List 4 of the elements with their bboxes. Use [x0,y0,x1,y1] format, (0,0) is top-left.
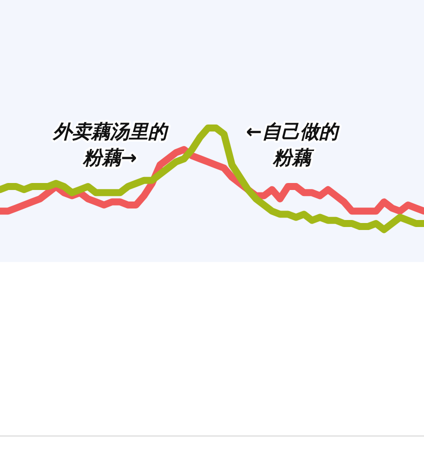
annotation: 粉藕 [272,147,315,169]
annotation: ←自己做的 [246,121,340,143]
annotation: 粉藕→ [82,147,137,169]
annotation: 外卖藕汤里的 [52,121,169,143]
